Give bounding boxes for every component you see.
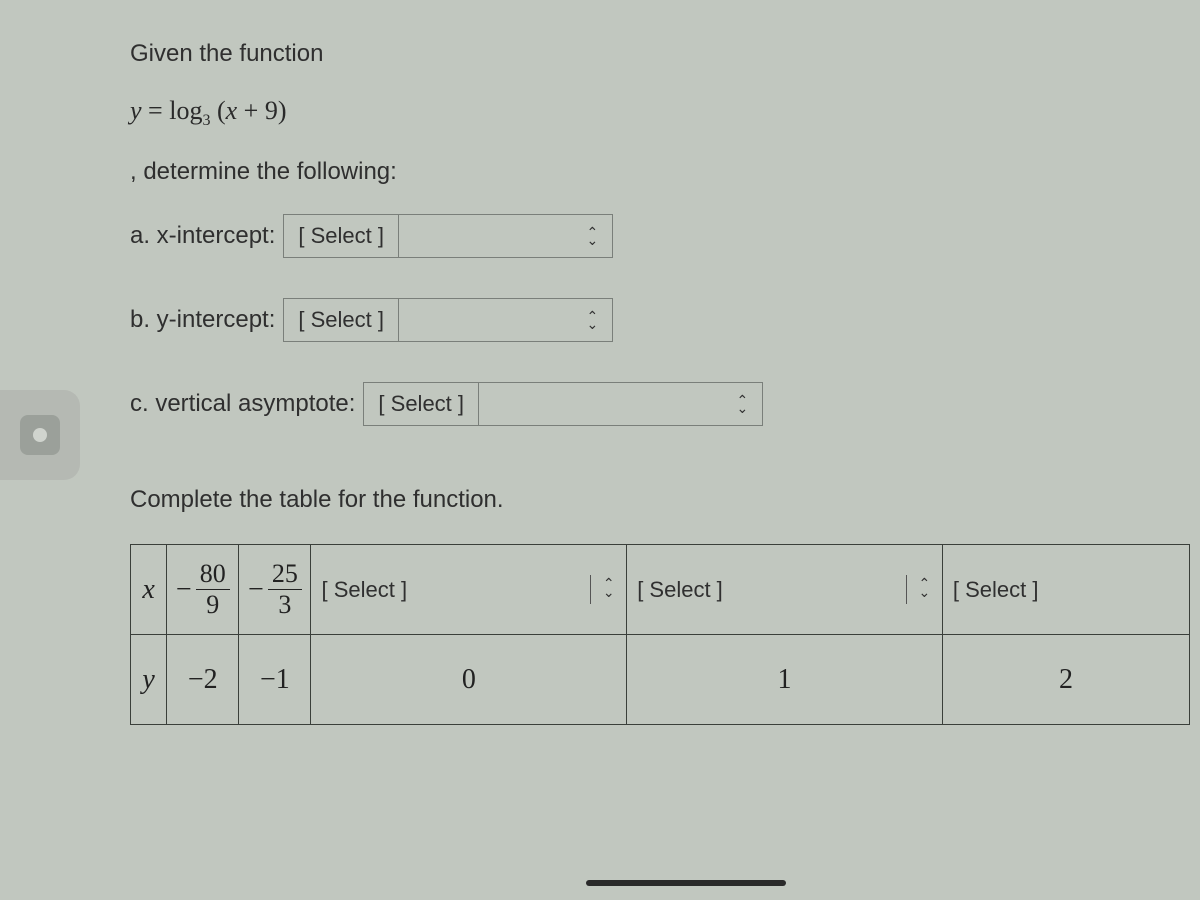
qb-select-arrows-icon: ⌃⌄ bbox=[572, 299, 612, 341]
y-c4: 1 bbox=[627, 635, 943, 725]
x-c5-select[interactable]: [ Select ] bbox=[942, 545, 1189, 635]
x-c2-neg: − bbox=[248, 574, 264, 606]
x-c1: − 80 9 bbox=[167, 545, 239, 635]
qc-select-placeholder: [ Select ] bbox=[364, 383, 479, 425]
y-c3: 0 bbox=[311, 635, 627, 725]
y-c2: −1 bbox=[239, 635, 311, 725]
formula-var: x bbox=[226, 96, 238, 125]
x-c1-neg: − bbox=[176, 574, 192, 606]
qb-select[interactable]: [ Select ] ⌃⌄ bbox=[283, 298, 613, 342]
x-header: x bbox=[131, 545, 167, 635]
qc-select-arrows-icon: ⌃⌄ bbox=[722, 383, 762, 425]
x-c3-select[interactable]: [ Select ] ⌃⌄ bbox=[311, 545, 627, 635]
question-a-row: a. x-intercept: [ Select ] ⌃⌄ bbox=[130, 214, 1180, 258]
y-header: y bbox=[131, 635, 167, 725]
x-c4-arrows-icon: ⌃⌄ bbox=[906, 575, 942, 603]
qa-label: a. x-intercept: bbox=[130, 222, 275, 250]
question-b-row: b. y-intercept: [ Select ] ⌃⌄ bbox=[130, 298, 1180, 342]
x-c3-arrows-icon: ⌃⌄ bbox=[590, 575, 626, 603]
formula-fn: log bbox=[169, 96, 202, 125]
y-c5: 2 bbox=[942, 635, 1189, 725]
qa-select-placeholder: [ Select ] bbox=[284, 215, 399, 257]
table-row: x − 80 9 − bbox=[131, 545, 1190, 635]
qc-select[interactable]: [ Select ] ⌃⌄ bbox=[363, 382, 763, 426]
formula-base: 3 bbox=[202, 112, 210, 129]
x-c5-arrows-icon bbox=[1153, 586, 1189, 594]
x-c2: − 25 3 bbox=[239, 545, 311, 635]
formula-plus: + bbox=[244, 96, 259, 125]
formula-close: ) bbox=[278, 96, 287, 125]
x-c1-den: 9 bbox=[196, 589, 230, 618]
side-tab-button[interactable] bbox=[20, 415, 60, 455]
table-row: y −2 −1 0 1 2 bbox=[131, 635, 1190, 725]
function-table: x − 80 9 − bbox=[130, 544, 1190, 725]
qb-select-placeholder: [ Select ] bbox=[284, 299, 399, 341]
intro-text: Given the function bbox=[130, 40, 1180, 68]
qa-select-arrows-icon: ⌃⌄ bbox=[572, 215, 612, 257]
function-formula: y = log3 (x + 9) bbox=[130, 96, 1180, 130]
home-indicator[interactable] bbox=[586, 880, 786, 886]
formula-num: 9 bbox=[265, 96, 278, 125]
formula-lhs: y bbox=[130, 96, 142, 125]
formula-open: ( bbox=[217, 96, 226, 125]
qc-label: c. vertical asymptote: bbox=[130, 390, 355, 418]
y-c1: −2 bbox=[167, 635, 239, 725]
x-c2-num: 25 bbox=[268, 561, 302, 589]
qa-select[interactable]: [ Select ] ⌃⌄ bbox=[283, 214, 613, 258]
qb-label: b. y-intercept: bbox=[130, 306, 275, 334]
x-c4-placeholder: [ Select ] bbox=[627, 577, 723, 603]
x-c2-den: 3 bbox=[268, 589, 302, 618]
x-c1-num: 80 bbox=[196, 561, 230, 589]
determine-text: , determine the following: bbox=[130, 158, 1180, 186]
x-c3-placeholder: [ Select ] bbox=[311, 577, 407, 603]
x-c4-select[interactable]: [ Select ] ⌃⌄ bbox=[627, 545, 943, 635]
side-tab-dot-icon bbox=[33, 428, 47, 442]
formula-eq: = bbox=[148, 96, 163, 125]
x-c5-placeholder: [ Select ] bbox=[943, 577, 1039, 603]
side-tab[interactable] bbox=[0, 390, 80, 480]
table-heading: Complete the table for the function. bbox=[130, 486, 1180, 514]
question-c-row: c. vertical asymptote: [ Select ] ⌃⌄ bbox=[130, 382, 1180, 426]
